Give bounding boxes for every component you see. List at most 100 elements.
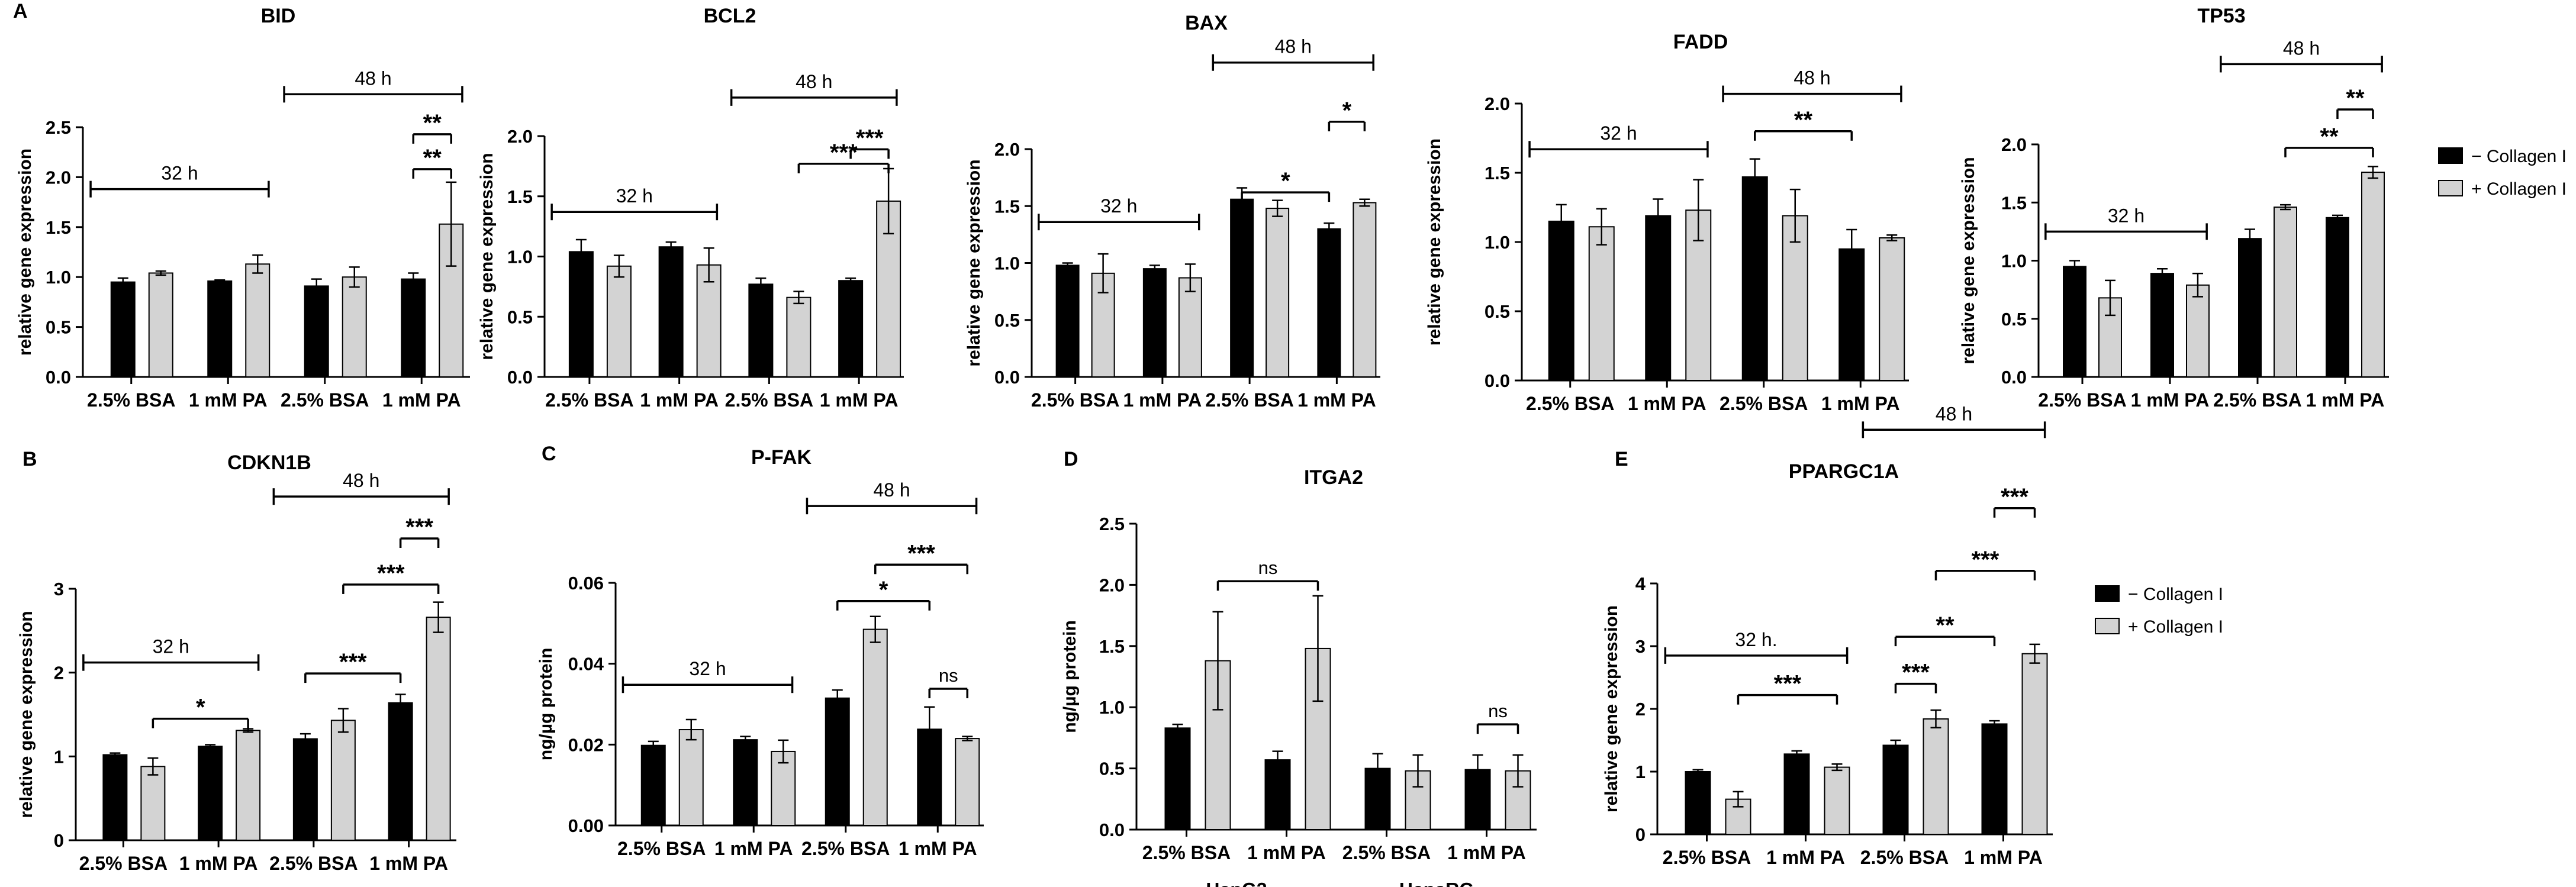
bar-collagen — [330, 720, 356, 841]
x-tick-label: 2.5% BSA — [87, 389, 175, 411]
group-label: HepG2 — [1206, 879, 1267, 887]
chart-title: CDKN1B — [227, 451, 311, 474]
group-label: 32 h — [1600, 122, 1637, 144]
bar-collagen — [1782, 215, 1808, 381]
sig-label: ** — [2346, 85, 2365, 111]
y-tick-label: 0.0 — [2001, 367, 2027, 388]
sig-label: * — [196, 695, 205, 721]
sig-label: *** — [830, 140, 858, 166]
sig-label: ** — [1936, 612, 1954, 638]
bar-no-collagen — [1230, 198, 1254, 378]
y-tick-label: 0.5 — [994, 310, 1020, 331]
panel-p-fak: C P-FAK ng/µg protein 0.00 0.02 0.04 0.06 2.5% … — [536, 443, 984, 859]
group-label: 48 h — [355, 67, 391, 89]
bar-collagen — [1588, 226, 1615, 381]
panel-letter: C — [542, 443, 556, 465]
legend-label: − Collagen I — [2128, 585, 2223, 604]
y-tick-label: 0.02 — [568, 734, 604, 755]
group-label: 32 h — [689, 658, 726, 679]
sig-label: *** — [1972, 547, 1999, 573]
y-tick-label: 0.0 — [46, 367, 71, 388]
x-tick-label: 1 mM PA — [2131, 389, 2210, 411]
legend-bottom: − Collagen I + Collagen I — [2095, 585, 2223, 637]
bar-collagen — [862, 628, 888, 827]
x-tick-label: 1 mM PA — [1247, 842, 1326, 863]
group-label: 32 h — [2108, 205, 2144, 226]
panel-tp53: TP53 relative gene expression 0.0 0.5 1.0 1.5… — [1959, 5, 2389, 411]
bar-no-collagen — [838, 280, 864, 378]
chart-title: TP53 — [2197, 5, 2245, 27]
y-tick-label: 2.5 — [46, 117, 71, 138]
chart-title: P-FAK — [751, 446, 812, 469]
bar-no-collagen — [748, 283, 774, 378]
y-tick-label: 0.5 — [2001, 309, 2027, 330]
x-tick-label: 2.5% BSA — [2038, 389, 2126, 411]
bar-collagen — [245, 263, 271, 378]
sig-label: ns — [939, 665, 958, 686]
bar-no-collagen — [1142, 268, 1167, 378]
x-tick-label: 1 mM PA — [179, 853, 258, 874]
y-tick-label: 0.0 — [1485, 370, 1510, 391]
x-tick-label: 2.5% BSA — [1031, 389, 1119, 411]
group-label: 32 h. — [1735, 629, 1777, 650]
bar-no-collagen — [292, 738, 318, 841]
legend-label: − Collagen I — [2471, 147, 2567, 166]
x-tick-label: 2.5% BSA — [281, 389, 369, 411]
y-tick-label: 1 — [1635, 762, 1646, 782]
y-tick-label: 0.0 — [507, 367, 533, 388]
x-tick-label: 2.5% BSA — [1860, 847, 1949, 868]
y-tick-label: 1.5 — [1099, 636, 1125, 657]
y-tick-label: 0.06 — [568, 573, 604, 594]
y-tick-label: 2.0 — [46, 167, 71, 188]
x-tick-label: 2.5% BSA — [617, 838, 706, 859]
x-tick-label: 2.5% BSA — [1205, 389, 1293, 411]
bar-collagen — [342, 276, 367, 378]
bar-no-collagen — [1264, 759, 1291, 831]
bar-collagen — [2361, 172, 2385, 378]
bar-collagen — [1266, 208, 1290, 378]
sig-label: ** — [1794, 107, 1813, 133]
y-tick-label: 1.5 — [2001, 192, 2027, 213]
legend-swatch — [2438, 147, 2463, 164]
bar-collagen — [236, 730, 261, 841]
y-tick-label: 0.04 — [568, 654, 604, 675]
sig-label: ns — [1488, 701, 1508, 721]
panel-letter: E — [1615, 448, 1628, 470]
bar-no-collagen — [1981, 723, 2008, 835]
y-tick-label: 3 — [54, 579, 64, 599]
y-tick-label: 1.0 — [2001, 251, 2027, 272]
panel-letter: B — [22, 448, 37, 470]
bar-no-collagen — [198, 746, 223, 841]
bar-collagen — [2186, 284, 2210, 378]
bar-no-collagen — [825, 697, 850, 826]
y-tick-label: 0.0 — [1099, 820, 1125, 840]
y-tick-label: 2.0 — [2001, 134, 2027, 155]
bar-no-collagen — [1548, 220, 1574, 381]
bar-no-collagen — [568, 251, 594, 378]
chart-title: ITGA2 — [1304, 466, 1363, 489]
y-tick-label: 0.0 — [994, 367, 1020, 388]
x-tick-label: 2.5% BSA — [545, 389, 633, 411]
group-label: 48 h — [873, 479, 910, 501]
bar-no-collagen — [2326, 217, 2349, 378]
bar-collagen — [1353, 202, 1377, 378]
chart-title: FADD — [1673, 31, 1728, 53]
legend-label: + Collagen I — [2471, 179, 2567, 199]
x-tick-label: 1 mM PA — [1628, 393, 1706, 414]
y-tick-label: 0 — [54, 830, 64, 851]
y-axis-label: relative gene expression — [964, 159, 984, 366]
bar-no-collagen — [207, 280, 233, 378]
y-tick-label: 1.5 — [994, 196, 1020, 217]
y-tick-label: 1.0 — [46, 267, 71, 288]
bar-no-collagen — [658, 246, 684, 378]
group-label: 48 h — [1936, 403, 1972, 424]
y-tick-label: 2.0 — [1485, 93, 1510, 114]
sig-label: ** — [2320, 124, 2339, 150]
y-tick-label: 1.0 — [1099, 697, 1125, 718]
x-tick-label: 1 mM PA — [382, 389, 461, 411]
y-axis-label: ng/µg protein — [1060, 620, 1080, 733]
bar-no-collagen — [1882, 744, 1909, 835]
bar-collagen — [696, 264, 722, 378]
group-label: 48 h — [796, 71, 832, 92]
x-tick-label: 2.5% BSA — [1342, 842, 1431, 863]
